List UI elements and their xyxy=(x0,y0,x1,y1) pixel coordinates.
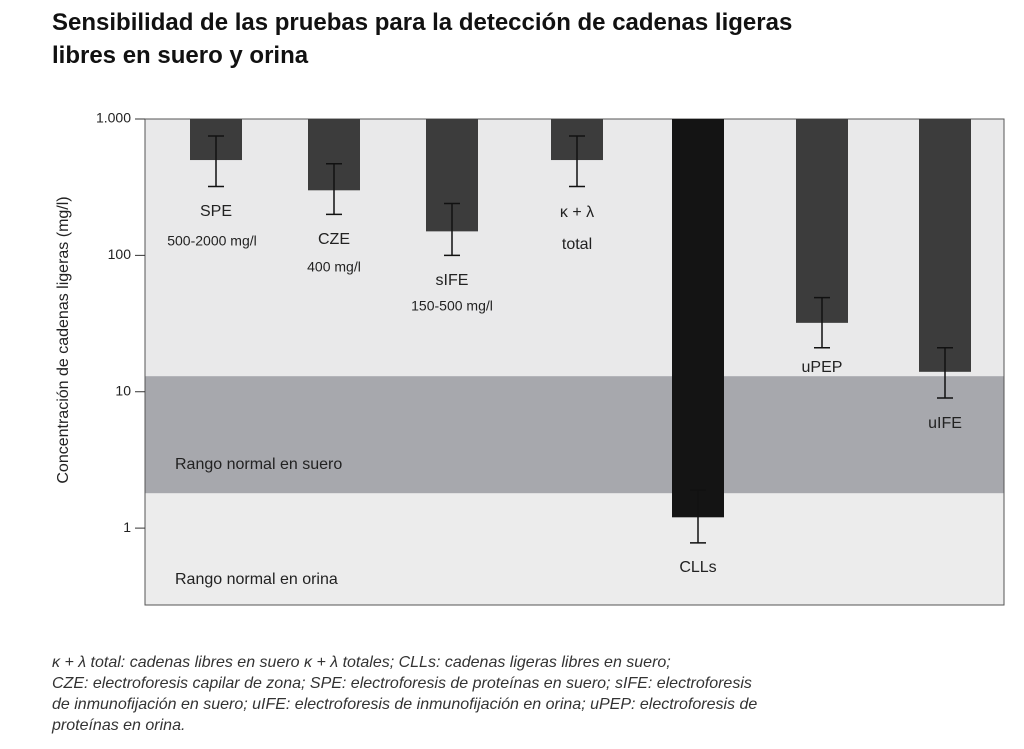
chart-title: Sensibilidad de las pruebas para la dete… xyxy=(52,9,792,36)
error-bar xyxy=(208,135,224,188)
error-bar xyxy=(690,489,706,544)
y-tick-label: 10 xyxy=(115,382,131,398)
bar-sublabel: total xyxy=(562,236,592,253)
y-axis-label: Concentración de cadenas ligeras (mg/l) xyxy=(55,196,72,483)
footnote: CZE: electroforesis capilar de zona; SPE… xyxy=(52,675,752,692)
bar-label: κ + λ xyxy=(560,204,594,221)
bar xyxy=(672,119,724,518)
y-tick-label: 1 xyxy=(123,519,131,535)
bar-sublabel: 400 mg/l xyxy=(307,259,361,275)
bar-label: sIFE xyxy=(436,272,469,289)
band-label: Rango normal en orina xyxy=(175,571,338,588)
normal-range-band xyxy=(145,376,1004,494)
bar-label: CLLs xyxy=(679,559,716,576)
footnote: de inmunofijación en suero; uIFE: electr… xyxy=(52,696,757,713)
error-bar xyxy=(326,162,342,216)
bar-label: SPE xyxy=(200,203,232,220)
band-label: Rango normal en suero xyxy=(175,456,342,473)
error-bar xyxy=(569,135,585,188)
bar-label: uPEP xyxy=(802,359,843,376)
error-bar xyxy=(814,296,830,349)
y-tick-label: 1.000 xyxy=(96,110,131,126)
chart-title: libres en suero y orina xyxy=(52,42,309,69)
error-bar xyxy=(444,202,460,257)
footnote: proteínas en orina. xyxy=(51,717,185,734)
bar-sublabel: 500-2000 mg/l xyxy=(167,233,257,249)
bar-label: uIFE xyxy=(928,415,962,432)
bar xyxy=(796,119,848,323)
y-tick-label: 100 xyxy=(108,246,132,262)
error-bar xyxy=(937,347,953,399)
bar xyxy=(919,119,971,372)
bar-label: CZE xyxy=(318,231,350,248)
bar-sublabel: 150-500 mg/l xyxy=(411,298,493,314)
normal-range-band xyxy=(145,493,1004,605)
footnote: κ + λ total: cadenas libres en suero κ +… xyxy=(52,654,671,671)
